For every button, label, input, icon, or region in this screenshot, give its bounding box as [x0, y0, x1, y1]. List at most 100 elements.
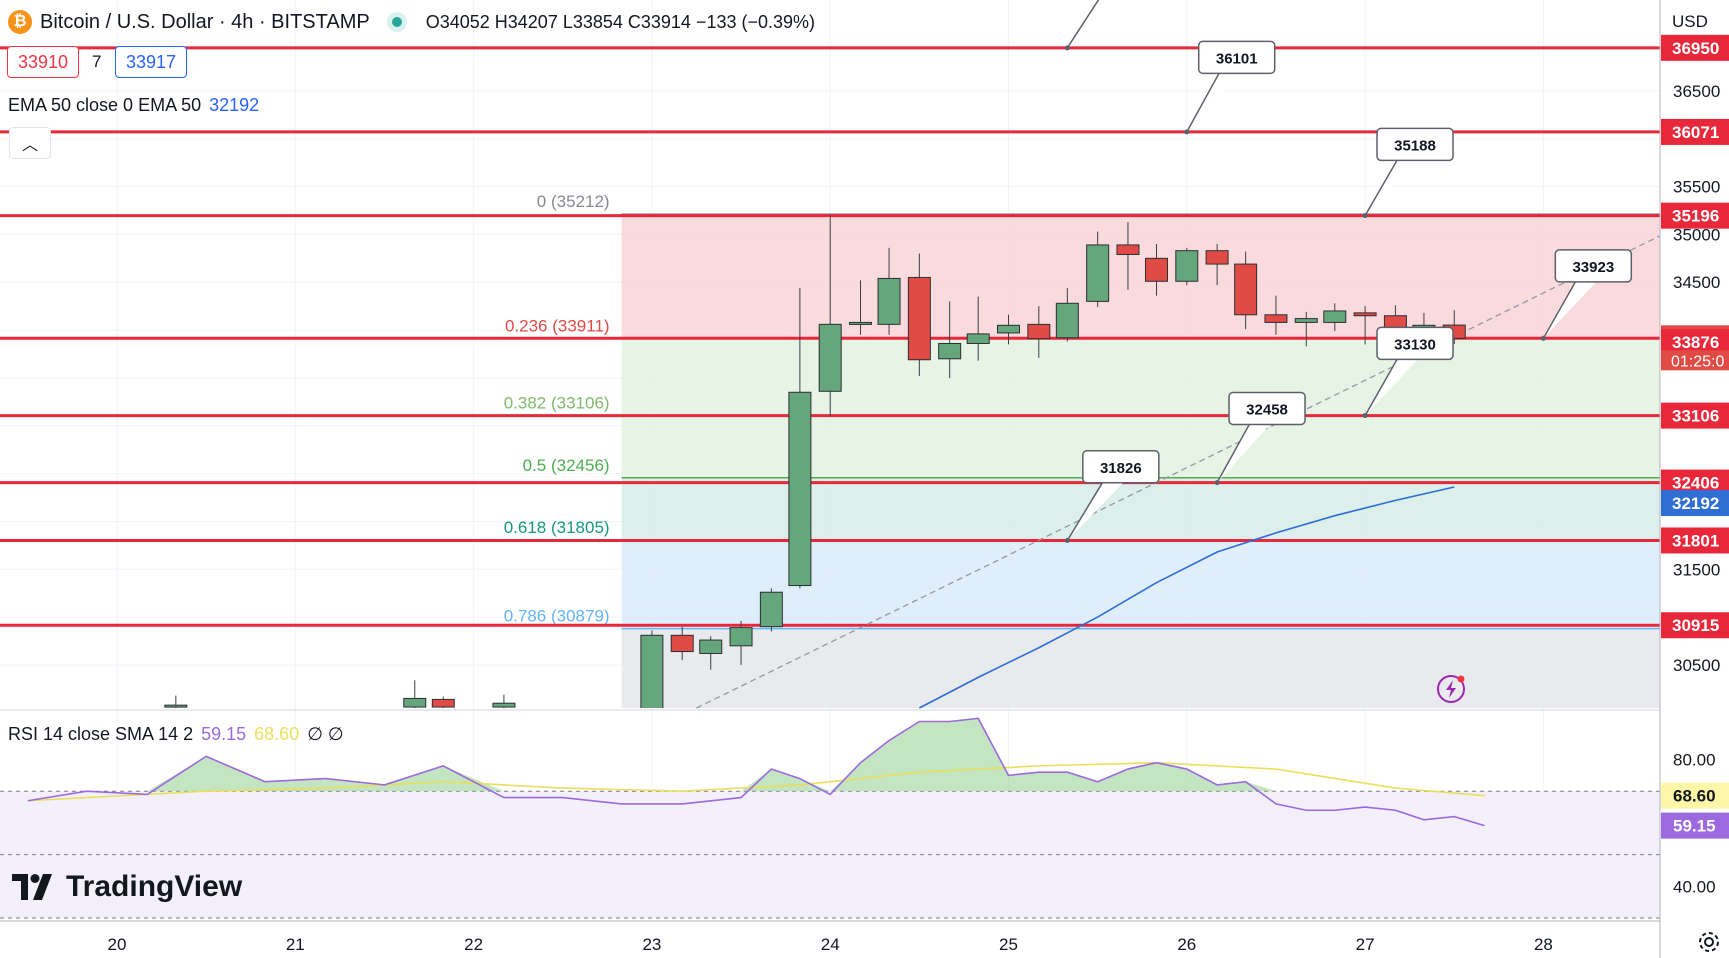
- price-callout: 33923: [1540, 249, 1633, 341]
- candle-body: [1144, 257, 1168, 282]
- price-callout: 36101: [1184, 40, 1276, 135]
- candle: [640, 630, 664, 708]
- rsi-sma-line: [27, 761, 1485, 802]
- ohlc-readout: O34052 H34207 L33854 C33914 −133 (−0.39%…: [425, 11, 816, 32]
- y-tick-label: 36500: [1673, 82, 1720, 101]
- ema-legend[interactable]: EMA 50 close 0 EMA 50 32192: [8, 95, 259, 116]
- candle-body: [492, 702, 516, 708]
- fib-label-0.382: 0.382 (33106): [504, 394, 610, 413]
- price-label: 31801: [1672, 531, 1719, 550]
- candles: [164, 215, 1466, 708]
- x-tick-label: 20: [108, 935, 127, 954]
- price-label: 32406: [1672, 474, 1719, 493]
- candle: [1116, 221, 1140, 290]
- candle: [670, 626, 694, 661]
- candle-body: [1055, 302, 1079, 339]
- fib-zone-0.5: [621, 477, 1660, 541]
- callout-anchor: [1362, 213, 1368, 219]
- bitcoin-icon: ₿: [8, 10, 32, 34]
- price-label: 33106: [1672, 407, 1719, 426]
- candle: [403, 680, 427, 708]
- candle: [1264, 295, 1288, 335]
- candle: [1144, 243, 1168, 296]
- fib-label-0.786: 0.786 (30879): [504, 607, 610, 626]
- price-callout: 33130: [1362, 326, 1454, 419]
- callout-box: [1228, 391, 1306, 426]
- x-tick-label: 22: [464, 935, 483, 954]
- rsi-tick-label: 40.00: [1673, 877, 1716, 896]
- candle: [759, 588, 783, 632]
- candle-body: [431, 698, 455, 708]
- callout-text: 32458: [1246, 401, 1288, 418]
- countdown: 01:25:0: [1671, 353, 1724, 370]
- candle-body: [849, 321, 873, 325]
- candle: [907, 253, 931, 377]
- callout-box: [1082, 450, 1160, 484]
- candle-body: [1234, 263, 1258, 316]
- fib-retracement: 0 (35212) 0.236 (33911) 0.382 (33106) 0.5 (…: [504, 192, 1660, 708]
- rsi-axis-label: 68.60: [1673, 787, 1716, 806]
- logo-text: TradingView: [66, 870, 243, 903]
- candle-body: [1205, 250, 1229, 265]
- price-callout: 32458: [1214, 391, 1306, 486]
- candle: [849, 280, 873, 335]
- fib-zone-0: [621, 214, 1660, 339]
- candle-body: [997, 324, 1020, 334]
- tradingview-logo-icon: [12, 874, 52, 900]
- rsi-pane: [0, 709, 1660, 919]
- price-label-bg: [1661, 402, 1729, 429]
- lightning-icon[interactable]: [1436, 674, 1466, 704]
- candle-body: [403, 697, 427, 708]
- ema-value: 32192: [209, 95, 260, 115]
- candle-body: [1086, 244, 1110, 302]
- tradingview-logo[interactable]: TradingView: [12, 870, 242, 904]
- candle-body: [759, 591, 783, 628]
- sell-price-button[interactable]: 33910: [7, 46, 80, 78]
- y-tick-label: 31500: [1673, 560, 1720, 579]
- fib-label-0.618: 0.618 (31805): [504, 518, 610, 537]
- collapse-legend-button[interactable]: ︿: [9, 127, 51, 159]
- spread-value: 7: [92, 52, 102, 71]
- callout-anchor: [1184, 129, 1190, 135]
- symbol-title[interactable]: Bitcoin / U.S. Dollar · 4h · BITSTAMP: [40, 10, 370, 33]
- countdown-bg: [1661, 350, 1729, 371]
- candle-body: [907, 276, 931, 361]
- buy-price-button[interactable]: 33917: [115, 46, 188, 78]
- rsi-legend[interactable]: RSI 14 close SMA 14 2 59.15 68.60 ∅ ∅: [8, 724, 344, 745]
- rsi-extra-values: ∅ ∅: [307, 724, 344, 744]
- chart-header: ₿ Bitcoin / U.S. Dollar · 4h · BITSTAMP …: [8, 6, 815, 38]
- settings-gear-icon[interactable]: [1697, 930, 1721, 954]
- callout-box: [1376, 326, 1454, 361]
- candle-body: [699, 639, 723, 654]
- candle-body: [1116, 244, 1140, 255]
- currency-label[interactable]: USD: [1672, 12, 1708, 31]
- callout-anchor: [1064, 537, 1070, 543]
- callout-text: 31826: [1100, 460, 1142, 477]
- price-label-bg: [1661, 202, 1729, 229]
- candle-body: [670, 634, 694, 653]
- callout-text: 35188: [1394, 137, 1436, 154]
- candle-body: [788, 391, 812, 587]
- candle-body: [164, 704, 188, 708]
- fib-label-0: 0 (35212): [537, 192, 610, 211]
- price-label-bg: [1661, 118, 1729, 145]
- callout-pointer: [1066, 0, 1117, 49]
- callout-anchor: [1362, 413, 1368, 419]
- candle: [1234, 251, 1258, 330]
- price-label: 30915: [1672, 616, 1719, 635]
- candle: [788, 287, 812, 589]
- rsi-tick-label: 80.00: [1673, 751, 1716, 770]
- price-callout: 36977: [1064, 0, 1117, 51]
- candle: [877, 247, 901, 335]
- callout-anchor: [1214, 480, 1220, 486]
- candle-body: [1294, 318, 1318, 323]
- fib-zone-0.786: [621, 628, 1660, 708]
- rsi-line: [27, 717, 1485, 827]
- candle: [729, 620, 753, 665]
- candle: [818, 215, 842, 417]
- price-callout: 35188: [1362, 127, 1454, 219]
- candle: [997, 314, 1020, 345]
- x-tick-label: 23: [642, 935, 661, 954]
- price-label-bg: [1661, 612, 1729, 639]
